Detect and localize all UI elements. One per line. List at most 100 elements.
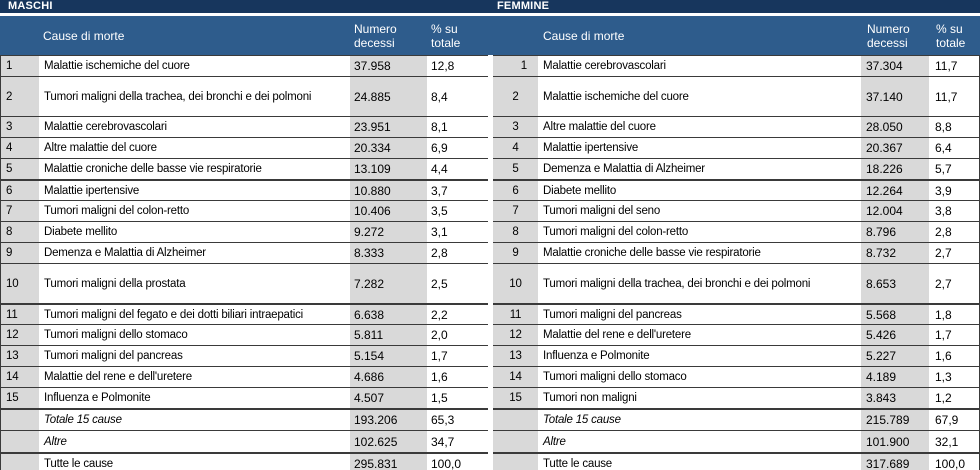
rank-cell: 8 (493, 222, 538, 242)
tables-container: 1 Malattie ischemiche del cuore 37.958 12,8… (0, 55, 980, 470)
table-row: 6 Diabete mellito 12.264 3,9 (493, 180, 979, 201)
cause-cell: Malattie ischemiche del cuore (543, 90, 689, 103)
death-count-cell: 5.154 (350, 346, 427, 366)
percent-cell: 32,1 (935, 434, 959, 449)
females-percent-header: % su totale (930, 16, 980, 55)
rank-cell: 12 (493, 325, 538, 345)
rank-cell: 10 (1, 264, 39, 303)
percent-cell: 3,9 (935, 183, 952, 198)
death-count-cell: 4.507 (350, 388, 427, 408)
females-percent-header-label: % su totale (936, 21, 966, 50)
death-count-cell: 24.885 (350, 77, 427, 116)
percent-cell: 1,7 (431, 349, 448, 363)
females-causes-table: 1 Malattie cerebrovascolari 37.304 11,7 2 Mal… (493, 55, 980, 470)
cause-cell: Malattie ipertensive (543, 142, 639, 154)
rank-cell: 5 (493, 159, 538, 179)
death-count-cell: 37.304 (861, 56, 929, 76)
rank-cell: 11 (493, 305, 538, 324)
death-count-cell: 4.686 (350, 367, 427, 387)
table-row: 12 Malattie del rene e dell'uretere 5.426 1… (493, 325, 979, 346)
death-count-cell: 8.333 (350, 243, 427, 263)
table-row: 9 Demenza e Malattia di Alzheimer 8.333 2,8 (1, 243, 488, 264)
table-row: 3 Malattie cerebrovascolari 23.951 8,1 (1, 117, 488, 138)
rank-cell (1, 454, 39, 470)
rank-cell (1, 410, 39, 430)
percent-cell: 2,8 (935, 225, 952, 239)
percent-cell: 3,7 (431, 183, 448, 198)
death-count-cell: 8.796 (861, 222, 929, 242)
summary-row: Altre 101.900 32,1 (493, 431, 979, 453)
rank-cell: 13 (1, 346, 39, 366)
rank-cell: 2 (493, 77, 538, 116)
table-row: 10 Tumori maligni della trachea, dei bron… (493, 264, 979, 304)
death-count-cell: 18.226 (861, 159, 929, 179)
death-count-cell: 5.227 (861, 346, 929, 366)
rank-cell: 7 (493, 201, 538, 221)
cause-cell: Diabete mellito (44, 226, 118, 238)
percent-cell: 1,6 (431, 370, 448, 384)
cause-cell: Demenza e Malattia di Alzheimer (44, 247, 206, 259)
males-rank-header (0, 16, 38, 55)
rank-cell: 4 (493, 138, 538, 158)
death-count-cell: 37.958 (350, 56, 427, 76)
death-count-cell: 12.264 (861, 181, 929, 200)
rank-cell: 8 (1, 222, 39, 242)
rank-cell: 3 (1, 117, 39, 137)
cause-cell: Malattie del rene e dell'uretere (44, 371, 192, 383)
rank-cell: 9 (493, 243, 538, 263)
summary-row: Totale 15 cause 215.789 67,9 (493, 409, 979, 431)
rank-cell: 1 (1, 56, 39, 76)
cause-cell: Altre (44, 435, 67, 448)
table-row: 4 Altre malattie del cuore 20.334 6,9 (1, 138, 488, 159)
percent-cell: 8,8 (935, 120, 952, 134)
cause-cell: Altre malattie del cuore (44, 142, 157, 154)
percent-cell: 2,7 (935, 276, 952, 291)
percent-cell: 2,0 (431, 328, 448, 342)
males-percent-header: % su totale (427, 16, 488, 55)
females-count-header: Numero decessi (862, 16, 930, 55)
table-row: 2 Malattie ischemiche del cuore 37.140 11,7 (493, 77, 979, 117)
death-count-cell: 193.206 (350, 410, 427, 430)
rank-cell: 15 (1, 388, 39, 408)
death-count-cell: 20.367 (861, 138, 929, 158)
percent-cell: 1,3 (935, 370, 952, 384)
table-row: 5 Demenza e Malattia di Alzheimer 18.226 5,… (493, 159, 979, 180)
percent-cell: 11,7 (935, 59, 958, 73)
rank-cell: 4 (1, 138, 39, 158)
cause-cell: Tumori maligni dello stomaco (543, 371, 687, 383)
rank-cell: 7 (1, 201, 39, 221)
females-count-header-label: Numero decessi (867, 21, 910, 50)
table-row: 13 Influenza e Polmonite 5.227 1,6 (493, 346, 979, 367)
percent-cell: 11,7 (935, 89, 958, 104)
cause-cell: Tumori maligni della trachea, dei bronch… (543, 277, 811, 290)
cause-cell: Malattie ischemiche del cuore (44, 60, 190, 72)
table-row: 5 Malattie croniche delle basse vie respi… (1, 159, 488, 180)
death-count-cell: 12.004 (861, 201, 929, 221)
cause-cell: Malattie croniche delle basse vie respir… (543, 247, 761, 259)
rank-cell: 10 (493, 264, 538, 303)
percent-cell: 100,0 (935, 456, 966, 470)
death-count-cell: 5.426 (861, 325, 929, 345)
cause-cell: Tutte le cause (543, 457, 613, 470)
cause-cell: Tumori maligni dello stomaco (44, 329, 188, 341)
rank-cell (493, 454, 538, 470)
cause-cell: Tumori maligni del colon-retto (44, 205, 190, 217)
death-count-cell: 3.843 (861, 388, 929, 408)
table-row: 7 Tumori maligni del colon-retto 10.406 3,5 (1, 201, 488, 222)
column-header-bar: Cause di morte Numero decessi % su total… (0, 16, 980, 55)
death-count-cell: 102.625 (350, 431, 427, 452)
cause-cell: Totale 15 cause (543, 414, 621, 426)
cause-cell: Malattie cerebrovascolari (44, 121, 167, 133)
death-count-cell: 10.406 (350, 201, 427, 221)
percent-cell: 100,0 (431, 456, 462, 470)
rank-cell: 12 (1, 325, 39, 345)
table-row: 15 Tumori non maligni 3.843 1,2 (493, 388, 979, 409)
cause-cell: Malattie ipertensive (44, 184, 140, 197)
table-row: 14 Malattie del rene e dell'uretere 4.686 1… (1, 367, 488, 388)
cause-cell: Tumori maligni del fegato e dei dotti bi… (44, 308, 303, 321)
table-row: 12 Tumori maligni dello stomaco 5.811 2,0 (1, 325, 488, 346)
percent-cell: 6,9 (431, 141, 448, 155)
summary-row: Tutte le cause 317.689 100,0 (493, 453, 979, 470)
percent-cell: 5,7 (935, 162, 952, 176)
